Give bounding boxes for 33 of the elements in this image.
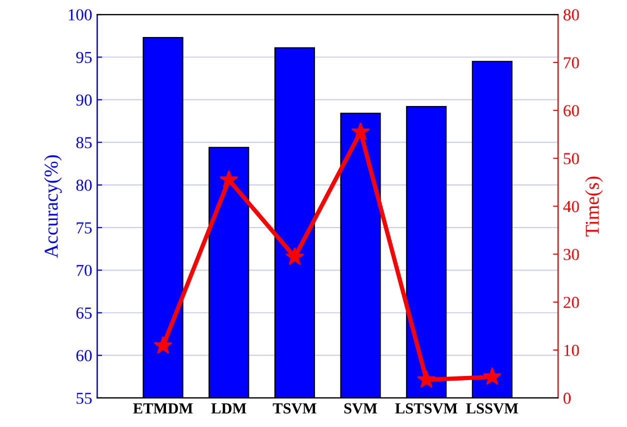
y-tick-label: 60: [76, 350, 92, 362]
x-tick-label: LSSVM: [466, 403, 518, 414]
point: [482, 367, 502, 385]
y-tick-label: 55: [76, 392, 92, 404]
y2-tick-label: 80: [564, 9, 579, 20]
y2-tick-label: 20: [564, 296, 579, 308]
y-tick-label: 90: [76, 94, 92, 106]
point: [154, 336, 172, 354]
y2-axis-title: Time(s): [585, 176, 603, 236]
x-tick-label: ETMDM: [133, 403, 193, 414]
x-tick-label: LDM: [211, 403, 246, 414]
x-tick-label: SVM: [344, 403, 378, 414]
y2-tick-label: 50: [564, 153, 579, 164]
y-tick-label: 70: [76, 264, 92, 276]
y-tick-label: 75: [76, 222, 92, 234]
y-tick-label: 80: [76, 180, 92, 191]
point: [285, 247, 304, 266]
y2-tick-label: 60: [564, 105, 579, 116]
y2-tick-label: 30: [564, 248, 579, 260]
point: [220, 170, 238, 188]
y-tick-label: 100: [68, 9, 92, 20]
y2-tick-label: 10: [564, 344, 579, 356]
x-tick-label: LSTSVM: [395, 403, 458, 414]
y2-tick-label: 40: [563, 200, 579, 212]
y2-tick-label: 70: [564, 57, 579, 68]
point: [351, 122, 370, 140]
y-tick-label: 65: [76, 308, 92, 319]
y2-tick-label: 0: [564, 392, 571, 404]
point: [417, 370, 436, 388]
y-tick-label: 85: [76, 137, 92, 148]
y-axis-title: Accuracy(%): [44, 155, 62, 258]
y-tick-label: 95: [76, 52, 92, 64]
x-tick-label: TSVM: [272, 403, 316, 414]
